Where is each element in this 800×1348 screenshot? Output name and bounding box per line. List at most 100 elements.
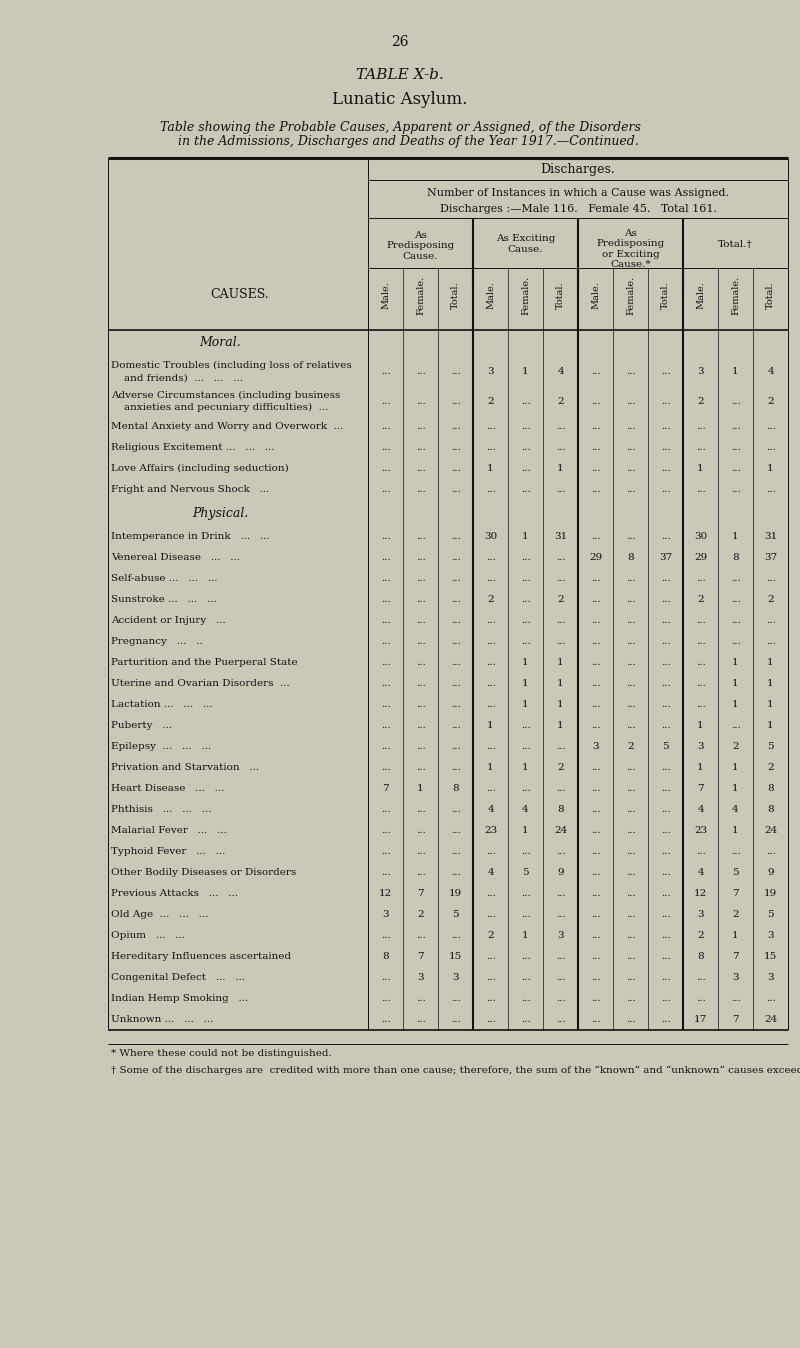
Text: TABLE X-b.: TABLE X-b. [356,67,444,82]
Text: ...: ... [450,931,460,940]
Text: 8: 8 [452,785,459,793]
Text: 1: 1 [767,721,774,731]
Text: Hereditary Influences ascertained: Hereditary Influences ascertained [111,952,291,961]
Text: ...: ... [416,868,426,878]
Text: 3: 3 [592,741,599,751]
Text: Total.: Total. [556,282,565,309]
Text: 9: 9 [767,868,774,878]
Text: ...: ... [556,553,566,562]
Text: ...: ... [416,367,426,376]
Text: 1: 1 [732,658,739,667]
Text: 1: 1 [732,763,739,772]
Text: anxieties and pecuniary difficulties)  ...: anxieties and pecuniary difficulties) ..… [111,403,328,412]
Text: ...: ... [450,396,460,406]
Text: 2: 2 [557,396,564,406]
Text: 8: 8 [767,785,774,793]
Text: 7: 7 [417,952,424,961]
Text: Male.: Male. [381,282,390,309]
Text: ...: ... [590,658,600,667]
Text: ...: ... [661,805,670,814]
Text: ...: ... [766,443,775,452]
Text: ...: ... [661,952,670,961]
Text: ...: ... [416,464,426,473]
Text: ...: ... [696,847,706,856]
Text: ...: ... [661,367,670,376]
Text: ...: ... [486,638,495,646]
Text: Indian Hemp Smoking   ...: Indian Hemp Smoking ... [111,993,248,1003]
Text: ...: ... [450,700,460,709]
Text: 2: 2 [767,396,774,406]
Text: Total.: Total. [451,282,460,309]
Text: 12: 12 [379,888,392,898]
Text: Sunstroke ...   ...   ...: Sunstroke ... ... ... [111,594,217,604]
Text: Intemperance in Drink   ...   ...: Intemperance in Drink ... ... [111,532,270,541]
Text: Total.: Total. [661,282,670,309]
Text: ...: ... [450,679,460,687]
Text: ...: ... [626,464,635,473]
Text: 1: 1 [767,679,774,687]
Text: ...: ... [590,763,600,772]
Text: Table showing the Probable Causes, Apparent or Assigned, of the Disorders: Table showing the Probable Causes, Appar… [159,121,641,135]
Text: 1: 1 [767,700,774,709]
Text: Physical.: Physical. [192,507,248,519]
Text: ...: ... [486,847,495,856]
Text: Moral.: Moral. [199,337,241,349]
Text: ...: ... [661,993,670,1003]
Text: ...: ... [626,993,635,1003]
Text: ...: ... [416,763,426,772]
Text: Female.: Female. [416,275,425,314]
Text: ...: ... [590,826,600,834]
Text: 1: 1 [732,679,739,687]
Text: Male.: Male. [591,282,600,309]
Text: ...: ... [486,993,495,1003]
Text: ...: ... [521,422,530,431]
Text: 12: 12 [694,888,707,898]
Text: ...: ... [381,574,390,582]
Text: ...: ... [730,993,740,1003]
Text: ...: ... [626,721,635,731]
Text: ...: ... [521,847,530,856]
Text: ...: ... [486,679,495,687]
Text: 7: 7 [417,888,424,898]
Text: ...: ... [521,464,530,473]
Text: 4: 4 [732,805,739,814]
Text: ...: ... [381,485,390,493]
Text: ...: ... [521,553,530,562]
Text: ...: ... [661,616,670,625]
Text: ...: ... [381,464,390,473]
Text: 7: 7 [697,785,704,793]
Text: ...: ... [556,638,566,646]
Text: 15: 15 [764,952,777,961]
Text: ...: ... [556,910,566,919]
Text: ...: ... [696,658,706,667]
Text: ...: ... [381,973,390,981]
Text: ...: ... [730,574,740,582]
Text: ...: ... [661,532,670,541]
Text: ...: ... [696,422,706,431]
Text: 1: 1 [767,658,774,667]
Text: ...: ... [626,485,635,493]
Text: 1: 1 [732,931,739,940]
Text: 1: 1 [522,679,529,687]
Text: ...: ... [661,658,670,667]
Text: ...: ... [590,721,600,731]
Text: ...: ... [590,952,600,961]
Text: ...: ... [590,464,600,473]
Text: ...: ... [381,679,390,687]
Text: ...: ... [521,616,530,625]
Text: 9: 9 [557,868,564,878]
Text: 1: 1 [697,464,704,473]
Text: Number of Instances in which a Cause was Assigned.: Number of Instances in which a Cause was… [427,187,729,198]
Text: 3: 3 [697,910,704,919]
Text: ...: ... [416,931,426,940]
Text: ...: ... [661,868,670,878]
Text: ...: ... [590,679,600,687]
Text: Phthisis   ...   ...   ...: Phthisis ... ... ... [111,805,211,814]
Text: ...: ... [381,594,390,604]
Text: 5: 5 [522,868,529,878]
Text: ...: ... [416,553,426,562]
Text: ...: ... [416,679,426,687]
Text: ...: ... [661,826,670,834]
Text: ...: ... [486,973,495,981]
Text: Fright and Nervous Shock   ...: Fright and Nervous Shock ... [111,485,270,493]
